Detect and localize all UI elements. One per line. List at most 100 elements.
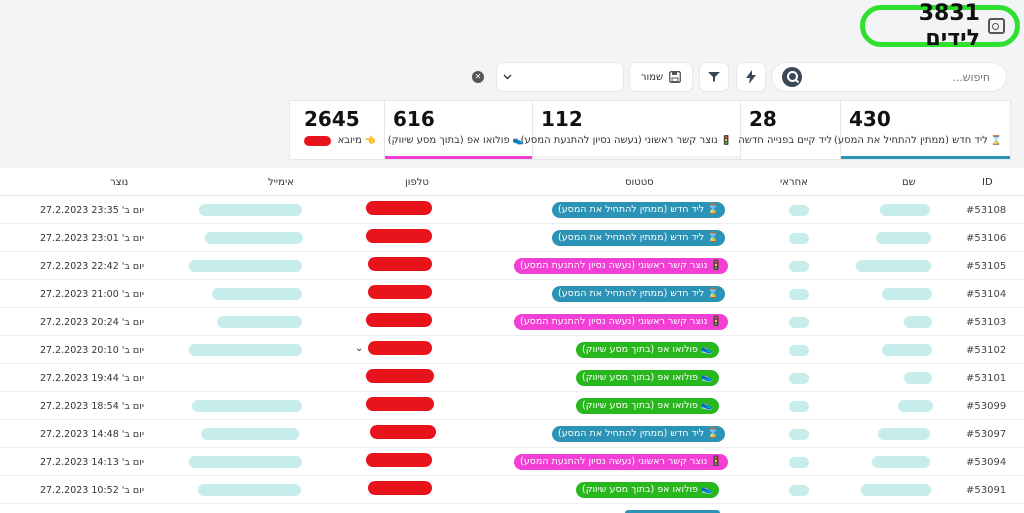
status-badge[interactable]: 🚦 נוצר קשר ראשוני (נעשה נסיון להתנעת המס… [514, 454, 729, 470]
responsible-placeholder [789, 289, 809, 300]
save-icon [669, 71, 682, 83]
leads-table: ID שם אחראי סטטוס טלפון אימייל נוצר #531… [0, 168, 1024, 513]
lead-id[interactable]: #53103 [966, 317, 1007, 328]
status-summary: 430 ⌛ ליד חדש (ממתין להתחיל את המסע) 28 ליד … [290, 101, 1010, 159]
header-id[interactable]: ID [982, 177, 993, 188]
status-badge-partial [625, 510, 720, 513]
chevron-down-icon[interactable]: ⌄ [355, 343, 364, 354]
phone-redacted [366, 453, 432, 467]
status-badge[interactable]: ⌛ ליד חדש (ממתין להתחיל את המסע) [552, 230, 725, 246]
header-phone[interactable]: טלפון [405, 177, 429, 188]
created-date: יום ב' 14:13 27.2.2023 [40, 457, 144, 468]
stat-icon: 🚦 [720, 135, 732, 146]
phone-redacted [368, 257, 432, 271]
phone-redacted [366, 313, 432, 327]
created-date: יום ב' 10:52 27.2.2023 [40, 485, 144, 496]
table-row[interactable]: #53099 👟 פולואו אפ (בתוך מסע שיווק) יום ב'… [0, 392, 1024, 420]
stat-label: 🚦 נוצר קשר ראשוני (נעשה נסיון להתנעת המסע… [521, 135, 732, 146]
header-name[interactable]: שם [902, 177, 916, 188]
lead-id[interactable]: #53105 [966, 261, 1007, 272]
name-placeholder [904, 372, 932, 384]
header-status[interactable]: סטטוס [625, 177, 654, 188]
stat-card[interactable]: 28 ליד קיים בפנייה חדשה [738, 101, 840, 159]
stat-color-bar [841, 156, 1010, 159]
status-badge[interactable]: 👟 פולואו אפ (בתוך מסע שיווק) [576, 370, 719, 386]
table-row[interactable]: #53097 ⌛ ליד חדש (ממתין להתחיל את המסע) יו… [0, 420, 1024, 448]
lead-id[interactable]: #53106 [966, 233, 1007, 244]
phone-redacted [366, 369, 434, 383]
status-badge[interactable]: 🚦 נוצר קשר ראשוני (נעשה נסיון להתנעת המס… [514, 258, 729, 274]
table-row[interactable]: #53102 👟 פולואו אפ (בתוך מסע שיווק) ⌄ יום ב… [0, 336, 1024, 364]
lead-id[interactable]: #53108 [966, 205, 1007, 216]
table-row[interactable] [0, 504, 1024, 513]
responsible-placeholder [789, 373, 809, 384]
status-badge[interactable]: ⌛ ליד חדש (ממתין להתחיל את המסע) [552, 202, 725, 218]
responsible-placeholder [789, 457, 809, 468]
stat-card[interactable]: 430 ⌛ ליד חדש (ממתין להתחיל את המסע) [834, 101, 1010, 159]
responsible-placeholder [789, 401, 809, 412]
search-input[interactable] [812, 70, 1002, 84]
table-row[interactable]: #53104 ⌛ ליד חדש (ממתין להתחיל את המסע) יו… [0, 280, 1024, 308]
created-date: יום ב' 23:35 27.2.2023 [40, 205, 144, 216]
stat-color-bar [385, 156, 532, 159]
phone-redacted [366, 397, 434, 411]
name-placeholder [880, 204, 930, 216]
header-email[interactable]: אימייל [268, 177, 294, 188]
table-row[interactable]: #53094 🚦 נוצר קשר ראשוני (נעשה נסיון להתנ… [0, 448, 1024, 476]
stat-number: 430 [849, 107, 891, 131]
status-badge[interactable]: 👟 פולואו אפ (בתוך מסע שיווק) [576, 398, 719, 414]
table-row[interactable]: #53105 🚦 נוצר קשר ראשוני (נעשה נסיון להתנ… [0, 252, 1024, 280]
created-date: יום ב' 19:44 27.2.2023 [40, 373, 144, 384]
status-badge[interactable]: ⌛ ליד חדש (ממתין להתחיל את המסע) [552, 286, 725, 302]
chevron-down-icon [503, 74, 512, 80]
header-resp[interactable]: אחראי [780, 177, 808, 188]
stat-number: 28 [749, 107, 777, 131]
table-row[interactable]: #53103 🚦 נוצר קשר ראשוני (נעשה נסיון להתנ… [0, 308, 1024, 336]
email-placeholder [189, 260, 302, 272]
created-date: יום ב' 22:42 27.2.2023 [40, 261, 144, 272]
table-row[interactable]: #53091 👟 פולואו אפ (בתוך מסע שיווק) יום ב'… [0, 476, 1024, 504]
bolt-button[interactable] [737, 63, 765, 91]
stat-label-text: נוצר קשר ראשוני (נעשה נסיון להתנעת המסע) [520, 135, 718, 146]
lead-id[interactable]: #53104 [966, 289, 1007, 300]
search-bar[interactable] [772, 63, 1006, 91]
phone-redacted [366, 201, 432, 215]
table-row[interactable]: #53101 👟 פולואו אפ (בתוך מסע שיווק) יום ב'… [0, 364, 1024, 392]
clear-icon[interactable]: ✕ [472, 71, 484, 83]
status-badge[interactable]: 👟 פולואו אפ (בתוך מסע שיווק) [576, 342, 719, 358]
email-placeholder [199, 204, 302, 216]
email-placeholder [192, 400, 302, 412]
stat-label-text: מיובא [337, 135, 362, 146]
saved-filter-select[interactable] [497, 63, 623, 91]
filter-button[interactable] [700, 63, 728, 91]
responsible-placeholder [789, 261, 809, 272]
lead-id[interactable]: #53097 [966, 429, 1007, 440]
lead-id[interactable]: #53094 [966, 457, 1007, 468]
name-placeholder [856, 260, 931, 272]
stat-card[interactable]: 616 👟 פולואו אפ (בתוך מסע שיווק) [384, 101, 532, 159]
name-placeholder [882, 344, 932, 356]
lead-id[interactable]: #53101 [966, 373, 1007, 384]
header-created[interactable]: נוצר [110, 177, 129, 188]
created-date: יום ב' 20:24 27.2.2023 [40, 317, 144, 328]
stat-icon: 👟 [512, 135, 524, 146]
filter-icon [708, 72, 720, 82]
status-badge[interactable]: 🚦 נוצר קשר ראשוני (נעשה נסיון להתנעת המס… [514, 314, 729, 330]
email-placeholder [189, 456, 302, 468]
status-badge[interactable]: ⌛ ליד חדש (ממתין להתחיל את המסע) [552, 426, 725, 442]
lead-id[interactable]: #53091 [966, 485, 1007, 496]
search-icon[interactable] [782, 67, 802, 87]
stat-label: 👟 פולואו אפ (בתוך מסע שיווק) [388, 135, 524, 146]
table-row[interactable]: #53108 ⌛ ליד חדש (ממתין להתחיל את המסע) יו… [0, 196, 1024, 224]
lead-id[interactable]: #53102 [966, 345, 1007, 356]
stat-card[interactable]: 2645 👈 מיובא [296, 101, 384, 159]
save-button[interactable]: שמור [630, 63, 692, 91]
status-badge[interactable]: 👟 פולואו אפ (בתוך מסע שיווק) [576, 482, 719, 498]
stat-card[interactable]: 112 🚦 נוצר קשר ראשוני (נעשה נסיון להתנעת ה… [521, 101, 740, 159]
name-placeholder [878, 428, 930, 440]
lead-id[interactable]: #53099 [966, 401, 1007, 412]
email-placeholder [189, 344, 302, 356]
created-date: יום ב' 14:48 27.2.2023 [40, 429, 144, 440]
table-row[interactable]: #53106 ⌛ ליד חדש (ממתין להתחיל את המסע) יו… [0, 224, 1024, 252]
email-placeholder [198, 484, 301, 496]
